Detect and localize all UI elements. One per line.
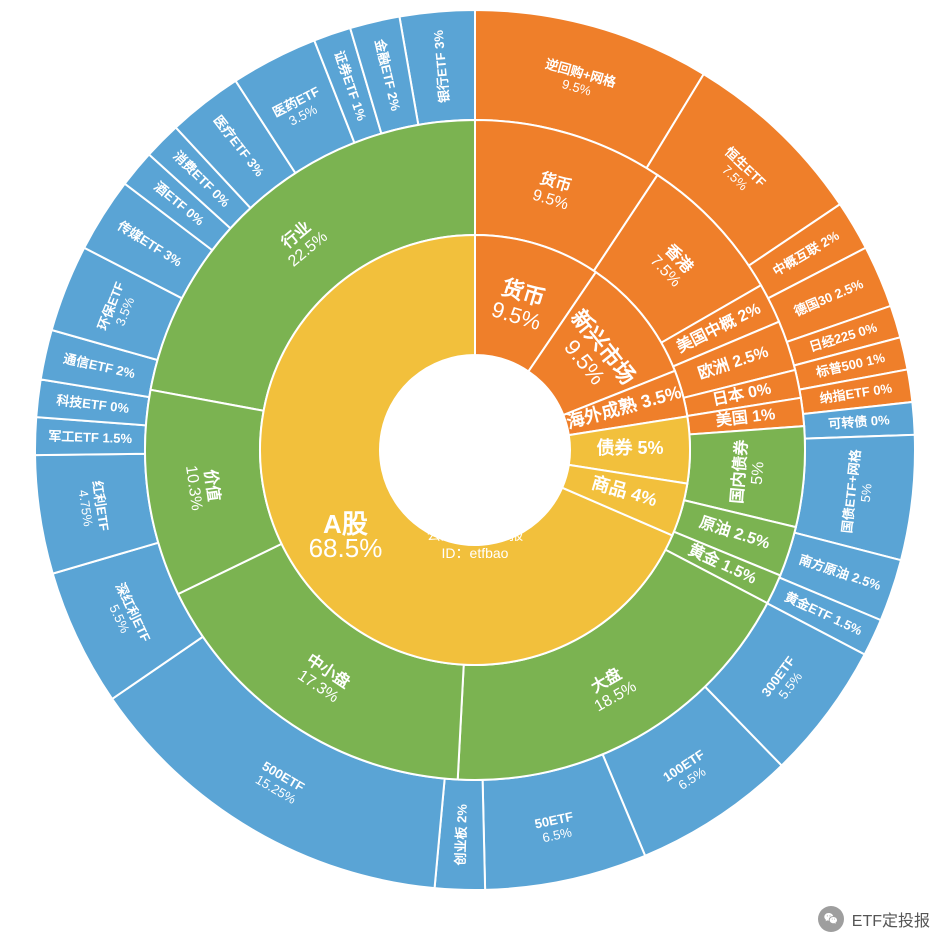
svg-text:军工ETF 1.5%: 军工ETF 1.5%: [48, 428, 133, 446]
slice-label: 债券 5%: [596, 437, 663, 458]
svg-text:债券 5%: 债券 5%: [596, 437, 663, 458]
footer: ETF定投报: [818, 906, 930, 932]
footer-text: ETF定投报: [852, 907, 930, 931]
slice-label: 创业板 2%: [453, 803, 470, 866]
slice-label: 军工ETF 1.5%: [48, 428, 133, 446]
wechat-icon: [818, 906, 844, 932]
svg-text:创业板 2%: 创业板 2%: [453, 803, 470, 866]
sunburst-chart: 银行ETF 3%逆回购+网格9.5%恒生ETF7.5%中概互联 2%德国30 2…: [0, 0, 950, 950]
center-hole: [380, 355, 570, 545]
